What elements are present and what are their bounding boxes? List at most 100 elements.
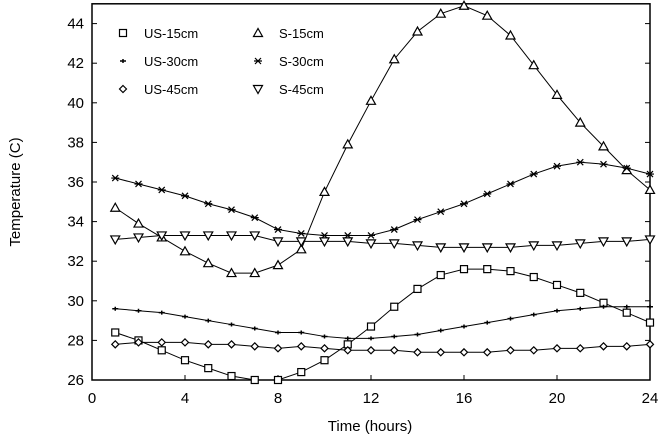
data-point <box>481 9 493 20</box>
data-point <box>622 308 631 317</box>
x-tick-label: 12 <box>363 390 380 407</box>
data-point <box>135 308 142 313</box>
legend-label: US-15cm <box>144 26 198 41</box>
legend-marker <box>118 28 128 38</box>
data-point <box>411 25 424 36</box>
data-point <box>577 306 584 311</box>
series-line <box>115 161 651 236</box>
data-point <box>414 332 421 337</box>
legend-marker <box>118 84 128 94</box>
data-point <box>388 53 400 64</box>
data-point <box>391 334 398 339</box>
data-point <box>530 312 537 317</box>
data-point <box>109 235 121 246</box>
data-point <box>204 364 213 373</box>
data-point <box>551 241 563 252</box>
data-point <box>481 243 493 254</box>
data-point <box>435 7 447 18</box>
data-point <box>179 231 191 242</box>
series-s-45cm <box>109 231 656 254</box>
data-point <box>484 320 491 325</box>
y-tick-label: 32 <box>67 253 84 270</box>
data-point <box>225 267 238 278</box>
legend-item: S-30cm <box>254 54 324 69</box>
data-point <box>552 280 562 290</box>
series-line <box>115 341 651 353</box>
data-point <box>554 308 560 313</box>
legend-item: US-30cm <box>120 54 198 69</box>
data-point <box>250 375 259 385</box>
data-point <box>366 322 376 331</box>
data-point <box>368 336 374 341</box>
data-point <box>599 160 608 168</box>
data-point <box>388 239 400 250</box>
data-point <box>367 232 375 239</box>
data-point <box>529 170 538 178</box>
plot-area: 0 4 8 12 16 20 24 26 28 30 32 34 36 38 40 42 44 US-15cm S-… <box>67 0 658 407</box>
legend-label: S-30cm <box>279 54 324 69</box>
data-point <box>504 243 517 254</box>
data-point <box>250 214 259 222</box>
data-point <box>343 345 353 355</box>
data-point <box>227 206 236 214</box>
x-axis-label: Time (hours) <box>328 418 412 435</box>
data-point <box>483 265 492 274</box>
data-point <box>181 192 189 200</box>
data-point <box>413 216 422 224</box>
y-tick-label: 36 <box>67 174 84 191</box>
series-s-30cm <box>111 158 654 239</box>
data-point <box>529 345 539 355</box>
data-point <box>157 186 166 194</box>
data-point <box>366 345 376 355</box>
series-line <box>115 234 651 248</box>
data-point <box>132 217 145 228</box>
series-us-30cm <box>112 304 653 341</box>
data-point <box>320 343 329 353</box>
data-point <box>389 345 399 355</box>
data-point <box>228 322 235 327</box>
data-point <box>574 116 586 127</box>
y-axis-label: Temperature (C) <box>7 137 24 246</box>
x-tick-label: 0 <box>88 390 96 407</box>
data-point <box>575 343 585 353</box>
series-line <box>114 5 651 274</box>
data-point <box>158 310 165 315</box>
data-point <box>203 340 213 349</box>
data-point <box>506 267 515 276</box>
data-point <box>461 324 467 329</box>
data-point <box>646 170 654 178</box>
data-point <box>227 340 236 349</box>
data-point <box>599 341 608 351</box>
data-point <box>205 318 212 323</box>
legend-marker <box>252 27 264 38</box>
data-point <box>413 347 422 357</box>
data-point <box>111 328 120 337</box>
data-point <box>156 231 168 242</box>
data-point <box>460 200 468 208</box>
series-us-15cm <box>111 265 655 385</box>
y-tick-label: 30 <box>67 293 84 310</box>
y-tick-label: 26 <box>67 372 84 389</box>
data-point <box>202 231 214 242</box>
data-point <box>553 162 561 170</box>
data-point <box>644 184 656 195</box>
data-point <box>436 347 446 357</box>
legend-item: S-45cm <box>252 82 324 97</box>
data-point <box>110 340 120 349</box>
data-point <box>272 237 284 248</box>
data-point <box>134 338 143 347</box>
data-point <box>365 239 377 250</box>
y-tick-label: 44 <box>67 16 84 33</box>
data-point <box>436 270 445 280</box>
data-point <box>318 186 331 196</box>
legend-item: US-15cm <box>118 26 198 41</box>
data-point <box>251 326 258 331</box>
data-point <box>202 257 214 268</box>
data-point <box>413 284 422 294</box>
legend-marker <box>252 84 264 95</box>
x-tick-label: 4 <box>181 390 189 407</box>
data-point <box>320 356 329 365</box>
data-point <box>411 241 424 252</box>
data-point <box>528 59 540 70</box>
